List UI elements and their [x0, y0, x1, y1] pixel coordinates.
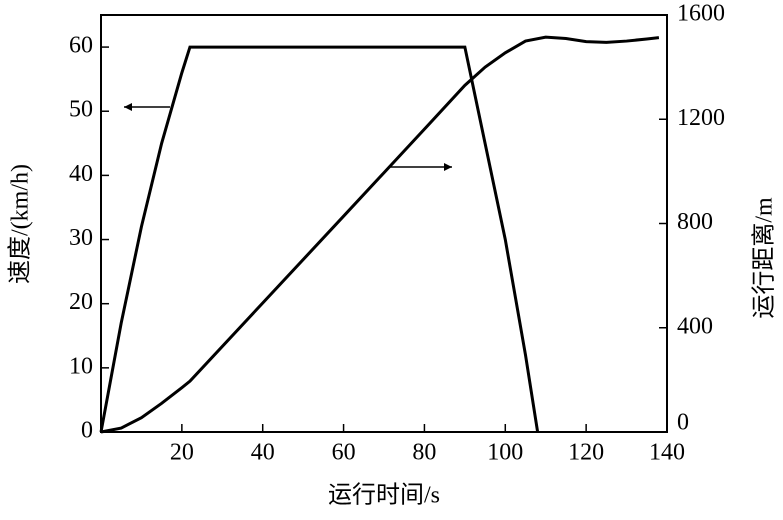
x-tick-label: 60	[332, 440, 356, 466]
y2-tick-label: 1600	[677, 1, 725, 27]
x-tick-label: 100	[487, 440, 523, 466]
y-tick-label: 20	[69, 289, 93, 315]
y-tick-label: 40	[69, 161, 93, 187]
x-tick-label: 40	[251, 440, 275, 466]
x-tick-label: 20	[170, 440, 194, 466]
x-tick-label: 120	[568, 440, 604, 466]
y-tick-label: 60	[69, 33, 93, 59]
line-series	[100, 35, 660, 434]
y-tick-label: 10	[69, 353, 93, 379]
y-tick-label: 0	[81, 418, 93, 444]
x-axis-label: 运行时间/s	[328, 482, 440, 509]
x-tick-label: 140	[649, 440, 685, 466]
y2-tick-label: 0	[677, 410, 689, 436]
line-series	[99, 45, 540, 433]
plot-frame	[100, 14, 668, 433]
y-tick-label: 30	[69, 225, 93, 251]
y2-tick-label: 1200	[677, 105, 725, 131]
y2-axis-label: 运行距离/m	[751, 197, 778, 319]
y-tick-label: 50	[69, 97, 93, 123]
y2-tick-label: 800	[677, 209, 713, 235]
y-axis-label: 速度/(km/h)	[7, 164, 34, 284]
y2-tick-label: 400	[677, 313, 713, 339]
x-tick-label: 80	[412, 440, 436, 466]
